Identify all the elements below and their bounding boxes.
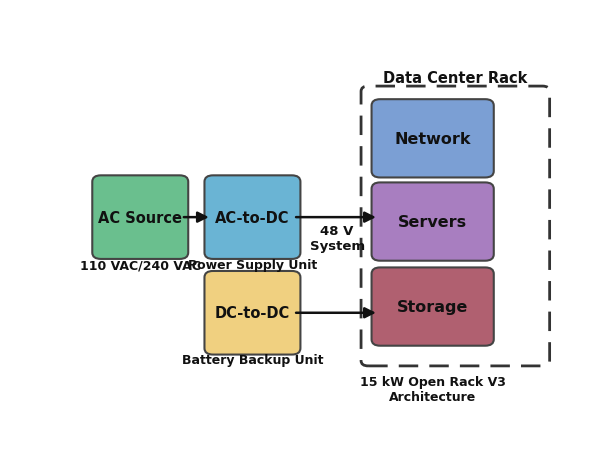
FancyBboxPatch shape (92, 176, 188, 259)
FancyBboxPatch shape (205, 271, 301, 355)
Text: DC-to-DC: DC-to-DC (215, 306, 290, 320)
Text: Servers: Servers (398, 215, 467, 230)
FancyBboxPatch shape (371, 183, 494, 261)
FancyBboxPatch shape (371, 100, 494, 178)
Text: 15 kW Open Rack V3
Architecture: 15 kW Open Rack V3 Architecture (360, 375, 506, 403)
FancyBboxPatch shape (371, 268, 494, 346)
Text: 48 V
System: 48 V System (310, 225, 365, 253)
Text: Battery Backup Unit: Battery Backup Unit (182, 353, 323, 366)
Text: Storage: Storage (397, 299, 468, 314)
Text: Network: Network (394, 132, 471, 146)
Text: Data Center Rack: Data Center Rack (383, 71, 528, 85)
FancyBboxPatch shape (205, 176, 301, 259)
Text: Power Supply Unit: Power Supply Unit (188, 259, 317, 272)
Text: 110 VAC/240 VAC: 110 VAC/240 VAC (79, 259, 200, 272)
Text: AC Source: AC Source (99, 210, 182, 225)
Text: AC-to-DC: AC-to-DC (215, 210, 290, 225)
